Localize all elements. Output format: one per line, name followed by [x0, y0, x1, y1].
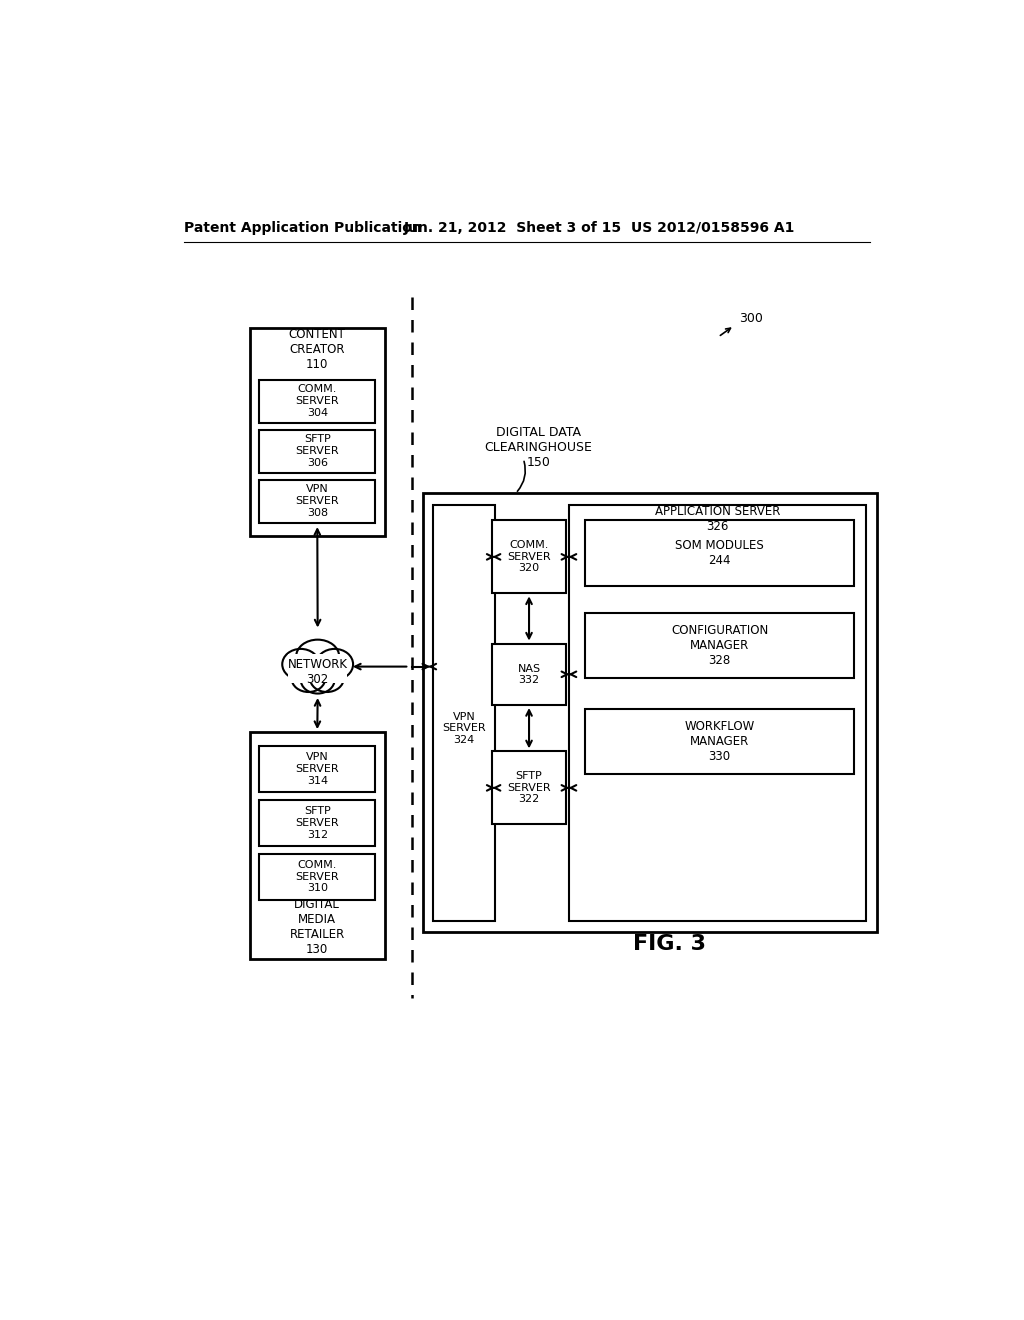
- Text: SFTP
SERVER
322: SFTP SERVER 322: [507, 771, 551, 804]
- Bar: [493, 751, 565, 825]
- Ellipse shape: [310, 664, 344, 692]
- Text: DIGITAL
MEDIA
RETAILER
130: DIGITAL MEDIA RETAILER 130: [290, 898, 345, 956]
- Bar: [259, 746, 376, 792]
- Ellipse shape: [301, 665, 335, 693]
- Text: VPN
SERVER
324: VPN SERVER 324: [442, 711, 485, 744]
- Bar: [259, 430, 376, 473]
- Bar: [423, 494, 878, 932]
- Bar: [433, 506, 495, 921]
- Bar: [289, 653, 347, 682]
- Text: FIG. 3: FIG. 3: [633, 933, 707, 954]
- Ellipse shape: [316, 649, 353, 680]
- Bar: [259, 480, 376, 523]
- Bar: [585, 612, 854, 678]
- Text: CONTENT
CREATOR
110: CONTENT CREATOR 110: [289, 327, 346, 371]
- Ellipse shape: [296, 640, 339, 673]
- Text: SFTP
SERVER
312: SFTP SERVER 312: [296, 807, 339, 840]
- Bar: [259, 800, 376, 846]
- Text: US 2012/0158596 A1: US 2012/0158596 A1: [631, 220, 795, 235]
- Text: SFTP
SERVER
306: SFTP SERVER 306: [296, 434, 339, 467]
- Text: COMM.
SERVER
320: COMM. SERVER 320: [507, 540, 551, 573]
- Text: COMM.
SERVER
304: COMM. SERVER 304: [296, 384, 339, 417]
- Text: VPN
SERVER
314: VPN SERVER 314: [296, 752, 339, 785]
- Bar: [493, 644, 565, 705]
- Text: WORKFLOW
MANAGER
330: WORKFLOW MANAGER 330: [684, 721, 755, 763]
- Bar: [585, 709, 854, 775]
- Ellipse shape: [283, 649, 319, 680]
- Bar: [259, 380, 376, 422]
- Bar: [250, 327, 385, 536]
- Text: SOM MODULES
244: SOM MODULES 244: [675, 539, 764, 568]
- Text: 300: 300: [739, 312, 763, 325]
- Bar: [569, 506, 866, 921]
- Bar: [259, 854, 376, 900]
- Text: VPN
SERVER
308: VPN SERVER 308: [296, 484, 339, 517]
- Bar: [250, 733, 385, 960]
- Ellipse shape: [292, 664, 326, 692]
- Bar: [585, 520, 854, 586]
- Text: DIGITAL DATA
CLEARINGHOUSE
150: DIGITAL DATA CLEARINGHOUSE 150: [484, 426, 593, 470]
- Text: CONFIGURATION
MANAGER
328: CONFIGURATION MANAGER 328: [671, 624, 768, 667]
- Text: NAS
332: NAS 332: [517, 664, 541, 685]
- Text: NETWORK
302: NETWORK 302: [288, 657, 348, 686]
- Bar: [493, 520, 565, 594]
- Text: APPLICATION SERVER
326: APPLICATION SERVER 326: [655, 504, 780, 533]
- Text: Patent Application Publication: Patent Application Publication: [184, 220, 422, 235]
- Text: Jun. 21, 2012  Sheet 3 of 15: Jun. 21, 2012 Sheet 3 of 15: [403, 220, 622, 235]
- Text: COMM.
SERVER
310: COMM. SERVER 310: [296, 861, 339, 894]
